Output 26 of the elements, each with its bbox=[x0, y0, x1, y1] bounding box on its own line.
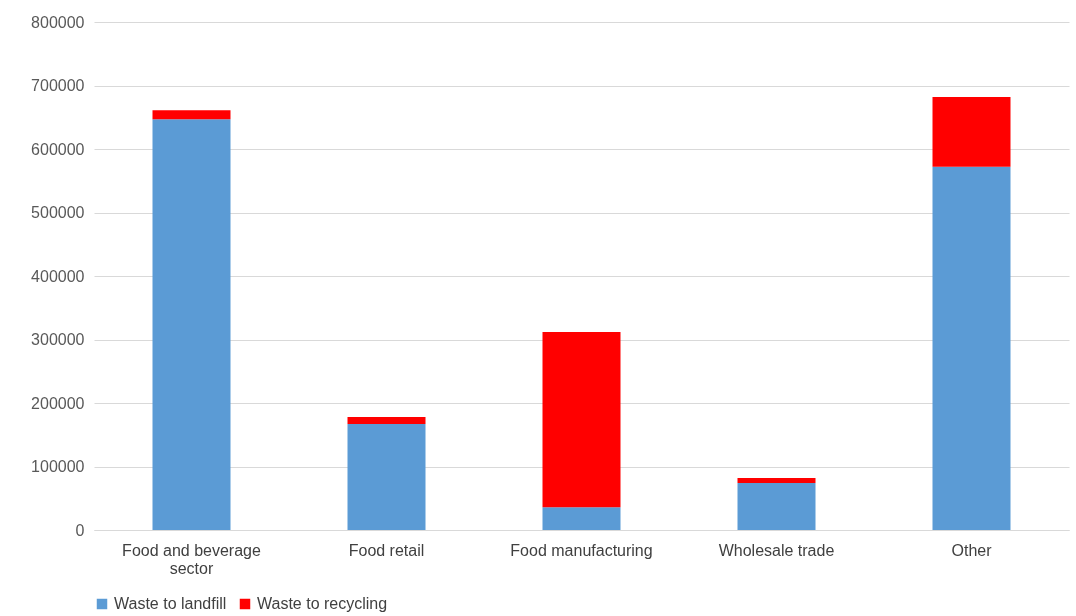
y-tick-label: 300000 bbox=[31, 331, 85, 348]
x-tick-label: Food and beverage sector bbox=[122, 541, 261, 577]
bar bbox=[932, 96, 1011, 167]
bar bbox=[542, 507, 621, 530]
y-tick-label: 700000 bbox=[31, 77, 85, 94]
legend-label: Waste to landfill bbox=[114, 595, 227, 612]
bar bbox=[152, 119, 231, 530]
bar bbox=[347, 423, 426, 530]
y-tick-label: 600000 bbox=[31, 140, 85, 158]
bar bbox=[542, 331, 621, 508]
bar bbox=[932, 166, 1011, 530]
y-tick-label: 0 bbox=[75, 521, 85, 539]
y-tick-label: 100000 bbox=[31, 458, 85, 475]
bar bbox=[347, 416, 426, 424]
x-tick-label: Wholesale trade bbox=[718, 541, 835, 559]
x-tick-label: Other bbox=[951, 541, 993, 559]
y-tick-label: 200000 bbox=[31, 394, 85, 412]
legend-label: Waste to recycling bbox=[257, 595, 388, 612]
bar bbox=[737, 477, 816, 484]
x-tick-label: Food retail bbox=[348, 541, 425, 559]
bar bbox=[737, 483, 816, 530]
x-tick-label: Food manufacturing bbox=[510, 541, 653, 559]
y-tick-label: 800000 bbox=[31, 13, 85, 31]
y-tick-label: 400000 bbox=[31, 267, 85, 285]
y-tick-label: 500000 bbox=[31, 204, 85, 221]
bar bbox=[152, 110, 231, 120]
